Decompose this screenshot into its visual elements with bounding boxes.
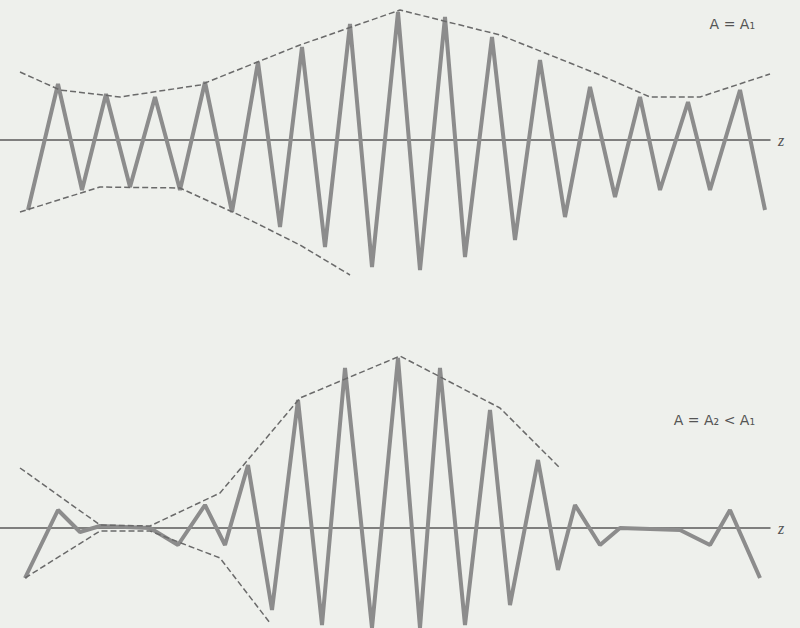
svg-text:A = A₁: A = A₁ xyxy=(710,16,755,32)
svg-text:z: z xyxy=(777,132,785,149)
svg-text:z: z xyxy=(777,520,785,537)
svg-text:A = A₂ < A₁: A = A₂ < A₁ xyxy=(674,412,755,428)
